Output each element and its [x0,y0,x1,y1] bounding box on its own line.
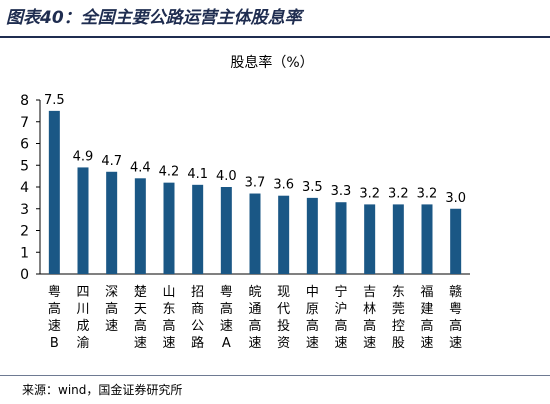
x-tick-label: 皖通高速 [248,285,261,351]
bar [392,204,404,274]
chart-labels: 7.5 粤高速 B 4.9 四川成渝 4.7 深高速 4.4 楚天高速 4.2 山东高速 4.1 招商公… [44,93,466,351]
bar [278,195,290,274]
source-note: 来源：wind，国金证券研究所 [22,383,183,397]
y-tick-label: 2 [20,224,29,240]
x-tick-label: 四川成渝 [76,285,89,351]
bar-value-label: 4.9 [73,149,94,164]
figure-title: 图表40：全国主要公路运营主体股息率 [6,8,302,28]
bar [364,204,376,274]
chart-bars [48,110,462,274]
bar-value-label: 4.0 [216,169,237,184]
y-tick-label: 5 [20,158,29,174]
x-tick-label: 山东高速 [162,285,175,351]
y-tick-label: 3 [20,202,29,218]
bar [249,193,261,274]
bar-value-label: 3.6 [273,178,294,193]
bar-value-label: 4.1 [187,167,208,182]
chart-title: 股息率（%） [230,54,313,71]
bar [421,204,433,274]
bar-value-label: 7.5 [44,93,65,108]
bar [450,208,462,274]
bar-value-label: 4.7 [101,154,122,169]
y-tick-label: 6 [20,137,29,153]
y-tick-label: 0 [20,267,29,283]
x-tick-label: 招商公路 [191,285,204,351]
footer-divider [0,375,550,376]
x-tick-label: 粤高速 B [48,284,61,351]
bar-value-label: 4.4 [130,160,151,175]
bar-value-label: 3.0 [445,191,466,206]
bar [163,182,175,274]
y-tick-label: 4 [20,180,29,196]
bar-value-label: 3.7 [245,176,266,191]
x-tick-label: 东莞控股 [392,285,405,351]
bar-chart: 股息率（%） 0 1 2 3 4 5 6 7 8 7.5 粤高速 B 4.9 四川成渝 4.7 深高速 4.4… [20,54,470,351]
bar-value-label: 4.2 [159,165,180,180]
x-tick-label: 赣粤高速 [449,285,462,351]
bar-value-label: 3.3 [331,184,352,199]
bar [106,171,118,274]
bar [48,110,60,274]
title-divider [0,36,550,38]
bar [77,167,89,274]
bar [134,178,146,274]
bar [306,197,318,274]
x-tick-label: 现代投资 [277,285,290,351]
bar-value-label: 3.2 [388,186,409,201]
bar-value-label: 3.2 [417,186,438,201]
bar-value-label: 3.5 [302,180,323,195]
x-tick-label: 粤高速 A [220,284,233,351]
y-tick-label: 8 [20,93,29,109]
bar [335,202,347,274]
y-tick-label: 7 [20,115,29,131]
x-tick-label: 深高速 [105,285,118,334]
x-tick-label: 楚天高速 [134,285,147,351]
x-tick-label: 吉林高速 [363,285,376,351]
bar [192,184,204,274]
x-tick-label: 福建高速 [420,285,433,351]
x-tick-label: 宁沪高速 [334,284,347,351]
x-tick-label: 中原高速 [306,285,319,351]
y-tick-label: 1 [20,245,29,261]
bar [220,187,232,274]
bar-value-label: 3.2 [359,186,380,201]
